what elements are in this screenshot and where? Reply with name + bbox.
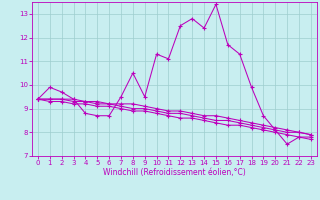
X-axis label: Windchill (Refroidissement éolien,°C): Windchill (Refroidissement éolien,°C)	[103, 168, 246, 177]
